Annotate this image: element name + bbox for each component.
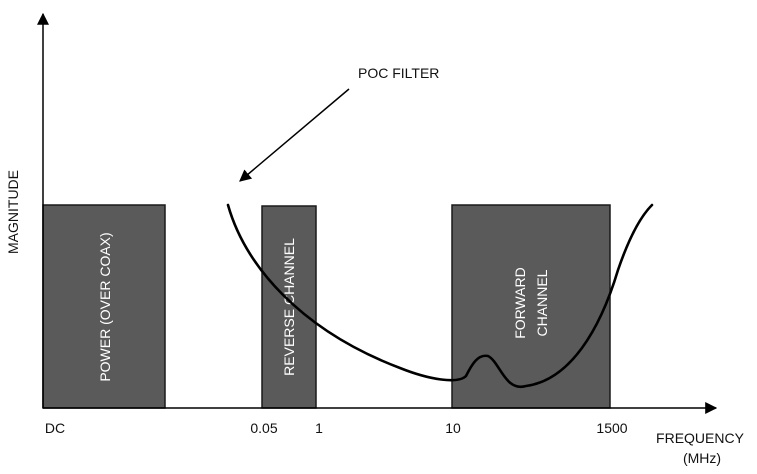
poc-filter-curve [226, 203, 654, 389]
tick-label-dc: DC [45, 420, 65, 436]
callout-arrow [239, 88, 350, 182]
tick-label-1: 1 [315, 420, 323, 436]
band-power-over-coax [42, 204, 166, 409]
tick-label-1500: 1500 [596, 420, 627, 436]
band-label-forward-line2: CHANNEL [534, 269, 550, 336]
band-reverse-channel [261, 205, 317, 409]
band-label-reverse: REVERSE CHANNEL [281, 238, 297, 376]
tick-label-10: 10 [445, 420, 461, 436]
band-label-forward-line1: FORWARD [512, 267, 528, 339]
y-axis-label: MAGNITUDE [5, 170, 21, 254]
band-forward-channel [451, 204, 611, 409]
tick-label-0-05: 0.05 [250, 420, 277, 436]
x-axis-label-line1: FREQUENCY [656, 430, 745, 446]
band-label-power: POWER (OVER COAX) [97, 232, 113, 381]
x-axis-label-line2: (MHz) [683, 450, 721, 466]
callout-label: POC FILTER [358, 65, 439, 81]
